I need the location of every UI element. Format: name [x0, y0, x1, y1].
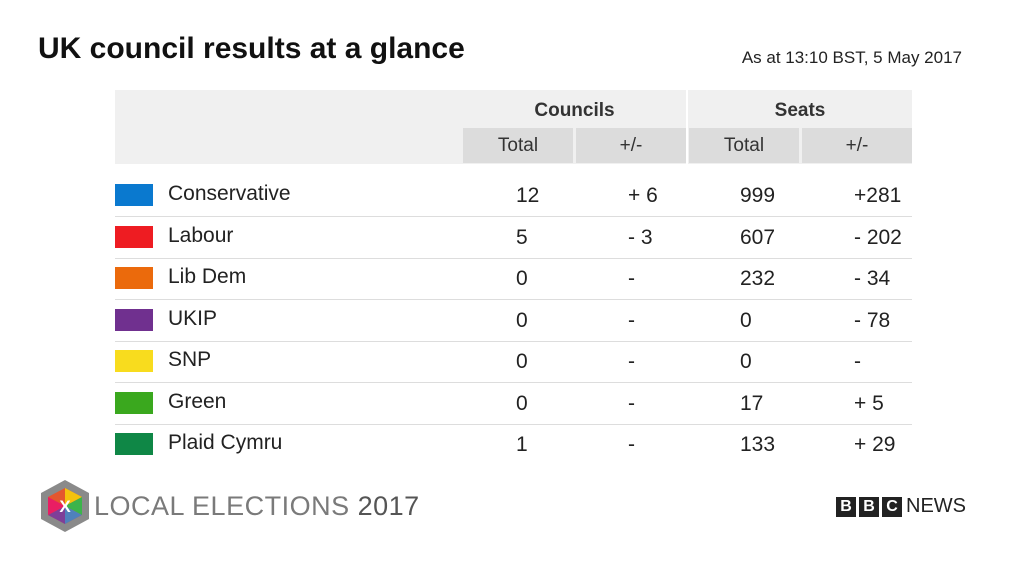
brand-year: 2017	[357, 491, 420, 521]
party-swatch	[115, 184, 153, 206]
news-label: NEWS	[906, 495, 966, 517]
party-swatch	[115, 225, 153, 248]
bbc-block: C	[882, 497, 902, 517]
group-divider	[686, 90, 688, 164]
row-separator	[115, 340, 912, 342]
table-cell: +281	[854, 184, 902, 207]
group-header: Seats	[774, 100, 826, 121]
table-cell: 999	[740, 184, 776, 207]
table-cell: 0	[740, 308, 752, 332]
table-cell: 5	[516, 225, 528, 249]
table-cell: 0	[516, 308, 528, 332]
table-cell: - 202	[854, 225, 902, 249]
party-name: Labour	[168, 223, 234, 247]
table-cell: 232	[740, 267, 776, 290]
column-header: Total	[463, 128, 573, 163]
brand-name: LOCAL ELECTIONS	[94, 491, 350, 521]
table-cell: - 34	[854, 267, 891, 290]
table-cell: - 3	[628, 225, 653, 249]
party-swatch	[115, 267, 153, 289]
party-name: UKIP	[168, 306, 218, 330]
title: UK council results at a glance	[38, 32, 465, 65]
party-swatch	[115, 391, 153, 414]
table-cell: - 78	[854, 308, 891, 332]
party-name: Green	[168, 389, 227, 413]
brand: LOCAL ELECTIONS 2017	[94, 491, 420, 522]
bbc-block: B	[836, 497, 856, 517]
table-cell: 0	[516, 267, 528, 290]
party-swatch	[115, 308, 153, 331]
party-name: Plaid Cymru	[168, 431, 283, 454]
party-swatch	[115, 350, 153, 372]
column-header: +/-	[576, 128, 686, 163]
row-separator	[115, 382, 912, 383]
column-header: Total	[689, 128, 799, 163]
group-header: Councils	[534, 100, 615, 121]
table-cell: 133	[740, 433, 776, 456]
table-cell: -	[628, 391, 635, 415]
party-name: Lib Dem	[168, 265, 247, 288]
table-cell: 12	[516, 184, 540, 207]
bbc-block: B	[859, 497, 879, 517]
table-cell: -	[854, 350, 861, 373]
row-separator	[115, 216, 912, 217]
logo-mark: X	[41, 480, 89, 532]
table-cell: -	[628, 308, 635, 332]
table-cell: 0	[740, 350, 752, 373]
party-name: Conservative	[168, 182, 291, 205]
table-cell: 0	[516, 350, 528, 373]
party-name: SNP	[168, 348, 212, 371]
party-swatch	[115, 433, 153, 455]
row-separator	[115, 257, 912, 259]
table-cell: + 29	[854, 433, 896, 456]
row-separator	[115, 423, 912, 425]
table-cell: -	[628, 267, 635, 290]
timestamp: As at 13:10 BST, 5 May 2017	[741, 48, 962, 67]
table-cell: + 5	[854, 391, 884, 415]
row-separator	[115, 299, 912, 300]
column-header: +/-	[802, 128, 912, 163]
table-cell: 17	[740, 391, 764, 415]
table-cell: 607	[740, 225, 776, 249]
table-cell: -	[628, 350, 635, 373]
table-cell: 1	[516, 433, 528, 456]
table-cell: -	[628, 433, 635, 456]
logo-letter: X	[59, 497, 71, 516]
table-cell: 0	[516, 391, 528, 415]
table-cell: + 6	[628, 184, 658, 207]
